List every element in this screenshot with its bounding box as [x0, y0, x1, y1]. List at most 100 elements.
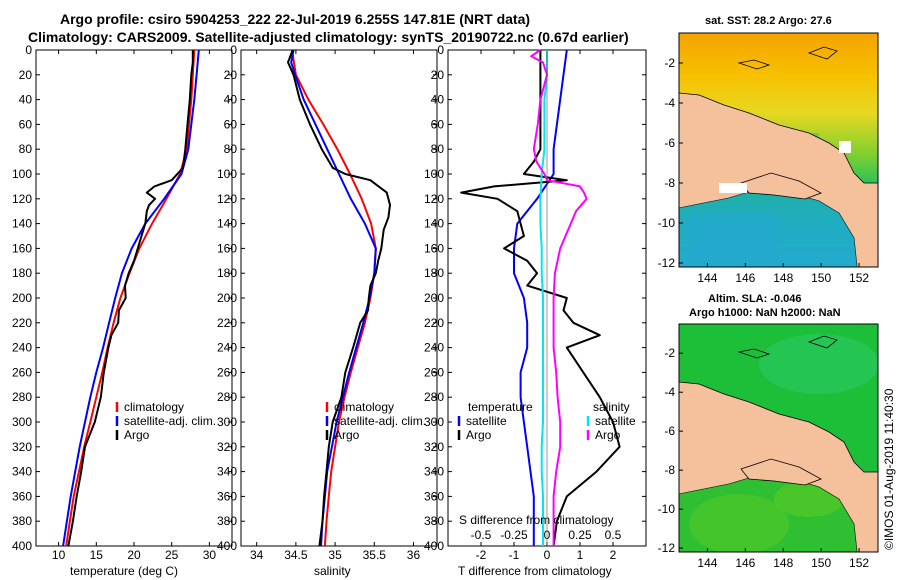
y-tick-label: 180 [217, 266, 237, 280]
y-tick-label: 220 [424, 316, 444, 330]
y-tick-label: 260 [424, 365, 444, 379]
sla-southern-sea [679, 475, 857, 552]
y-tick-label: 300 [424, 415, 444, 429]
sla-map-frame [678, 323, 879, 553]
y-tick-label: 160 [424, 241, 444, 255]
y-tick-label: 180 [424, 266, 444, 280]
series-line-argo [67, 50, 194, 547]
map-x-tick-label: 152 [849, 271, 869, 285]
legend-satellite-label: satellite-adj. clim. [124, 414, 216, 428]
legend-salinity-title: salinity [593, 400, 630, 414]
s-difference-label: S difference from climatology [459, 513, 614, 527]
salinity-panel: 0 20 40 60 80 100 120 140 160 180 200 220 240 260 280 3… [217, 43, 438, 578]
y-tick-label: 140 [217, 217, 237, 231]
salinity-axes-frame [240, 49, 438, 547]
x-tick-label: 34.5 [284, 548, 308, 562]
y-tick-label: 120 [217, 192, 237, 206]
y-tick-label: 240 [424, 341, 444, 355]
map-x-tick-label: 146 [735, 271, 755, 285]
x-tick-label: 35.5 [363, 548, 387, 562]
y-tick-label: 80 [19, 142, 33, 156]
legend-argo-label: Argo [124, 428, 150, 442]
y-tick-label: 320 [12, 440, 32, 454]
map-x-tick-label: 148 [773, 271, 793, 285]
coastline [737, 59, 771, 70]
y-tick-label: 380 [12, 514, 32, 528]
map-y-tick-label: -6 [664, 136, 675, 150]
y-tick-label: 280 [12, 390, 32, 404]
y-tick-label: 260 [217, 365, 237, 379]
legend-satellite-label: satellite-adj. clim. [334, 414, 426, 428]
temperature-xlabel: temperature (deg C) [70, 564, 178, 578]
y-tick-label: 20 [19, 68, 33, 82]
y-tick-label: 0 [25, 43, 32, 57]
map-x-tick-label: 144 [697, 556, 717, 570]
x-tick-label: 0 [544, 548, 551, 562]
series-line-s-satellite [539, 50, 548, 546]
y-tick-label: 60 [224, 117, 238, 131]
y-tick-label: 300 [12, 415, 32, 429]
coastline [807, 335, 838, 349]
legend-argo-label: Argo [334, 428, 360, 442]
y-tick-label: 40 [19, 93, 33, 107]
sla-map-subtitle: Argo h1000: NaN h2000: NaN [689, 307, 841, 319]
y-tick-label: 20 [224, 68, 238, 82]
x-tick-label: -2 [476, 548, 487, 562]
map-x-tick-label: 150 [811, 556, 831, 570]
map-x-tick-label: 144 [697, 271, 717, 285]
y-tick-label: 260 [12, 365, 32, 379]
x-tick-label: 36 [407, 548, 421, 562]
map-y-tick-label: -10 [658, 216, 676, 230]
y-tick-label: 380 [424, 514, 444, 528]
legend-t-satellite-label: satellite [466, 414, 507, 428]
x-tick-label: 1 [577, 548, 584, 562]
y-tick-label: 280 [217, 390, 237, 404]
y-tick-label: 320 [217, 440, 237, 454]
legend-climatology-label: climatology [124, 400, 184, 414]
map-y-tick-label: -2 [664, 56, 675, 70]
x-tick-label: 35 [328, 548, 342, 562]
x-tick-label: 34 [250, 548, 264, 562]
island-land [740, 458, 822, 486]
y-tick-label: 400 [217, 539, 237, 553]
y-tick-label: 200 [12, 291, 32, 305]
y-tick-label: 340 [12, 465, 32, 479]
y-tick-label: 80 [431, 142, 445, 156]
map-y-tick-label: -12 [658, 541, 676, 555]
y-tick-label: 240 [12, 341, 32, 355]
sst-map-title: sat. SST: 28.2 Argo: 27.6 [705, 15, 832, 27]
series-line-climatology [65, 49, 196, 547]
y-tick-label: 220 [217, 316, 237, 330]
map-y-tick-label: -8 [664, 176, 675, 190]
y-tick-label: 40 [224, 93, 238, 107]
x-tick-label: 2 [610, 548, 617, 562]
y-tick-label: 80 [224, 142, 238, 156]
y-tick-label: 360 [424, 489, 444, 503]
x-tick-label: 15 [90, 548, 104, 562]
y-tick-label: 200 [217, 291, 237, 305]
sla-map-plot [679, 324, 878, 552]
temperature-axes-frame [35, 49, 233, 547]
x2-tick-label: -0.25 [500, 528, 528, 542]
series-line-argo [287, 49, 391, 547]
map-x-tick-label: 146 [735, 556, 755, 570]
x-tick-label: 20 [127, 548, 141, 562]
imos-watermark: ©IMOS 01-Aug-2019 11:40:30 [882, 388, 896, 550]
x-tick-label: 10 [52, 548, 66, 562]
y-tick-label: 60 [19, 117, 33, 131]
missing-data-patch [839, 141, 851, 153]
y-tick-label: 220 [12, 316, 32, 330]
y-tick-label: 400 [12, 539, 32, 553]
y-tick-label: 160 [12, 241, 32, 255]
legend-s-argo-label: Argo [595, 428, 621, 442]
sla-map-title: Altim. SLA: -0.046 [708, 293, 802, 305]
map-y-tick-label: -8 [664, 463, 675, 477]
x2-tick-label: 0.25 [568, 528, 592, 542]
x2-tick-label: -0.5 [471, 528, 492, 542]
figure-title-line1: Argo profile: csiro 5904253_222 22-Jul-2… [60, 11, 530, 27]
sst-southern-sea [679, 189, 857, 267]
legend-climatology-label: climatology [334, 400, 394, 414]
x-tick-label: -1 [509, 548, 520, 562]
y-tick-label: 200 [424, 291, 444, 305]
sst-map: sat. SST: 28.2 Argo: 27.6 [658, 15, 879, 285]
